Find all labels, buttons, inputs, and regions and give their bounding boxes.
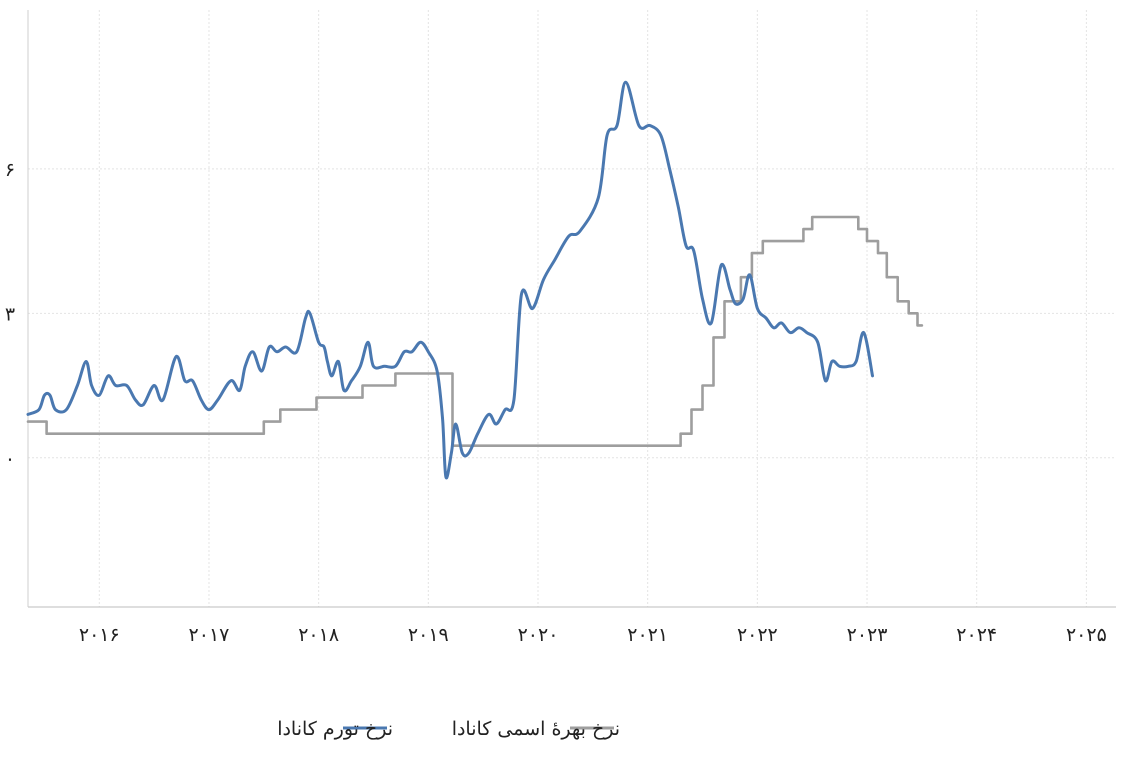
y-tick-label: ۰ [5,448,15,470]
x-tick-label: ۲۰۱۸ [298,624,339,646]
legend-label-interest: نرخ بهرهٔ اسمی کانادا [452,718,620,740]
series-line-interest [26,215,924,447]
grid-lines [28,10,1116,607]
x-tick-label: ۲۰۱۹ [408,624,449,646]
x-tick-label: ۲۰۲۱ [627,624,668,646]
legend-item-inflation: نرخ تورم کانادا [277,718,393,740]
y-tick-label: ۳ [5,303,15,325]
y-tick-labels: ۰ ۳ ۶ [5,159,15,470]
x-tick-label: ۲۰۱۷ [189,624,230,646]
legend-item-interest: نرخ بهرهٔ اسمی کانادا [452,718,620,740]
x-tick-label: ۲۰۲۴ [956,624,997,646]
x-tick-label: ۲۰۲۵ [1066,624,1107,646]
series-lines [26,80,924,480]
legend-label-inflation: نرخ تورم کانادا [277,718,393,740]
legend: نرخ بهرهٔ اسمی کانادا نرخ تورم کانادا [277,718,620,740]
x-tick-labels: ۲۰۱۶ ۲۰۱۷ ۲۰۱۸ ۲۰۱۹ ۲۰۲۰ ۲۰۲۱ ۲۰۲۲ ۲۰۲۳ ۲۰۲۴ ۲۰۲۵ [79,624,1107,646]
y-tick-label: ۶ [5,159,15,181]
x-tick-label: ۲۰۲۳ [847,624,888,646]
x-tick-label: ۲۰۱۶ [79,624,120,646]
axes [27,10,1116,608]
x-tick-label: ۲۰۲۰ [518,624,559,646]
series-line-inflation [26,80,874,480]
x-tick-label: ۲۰۲۲ [737,624,778,646]
